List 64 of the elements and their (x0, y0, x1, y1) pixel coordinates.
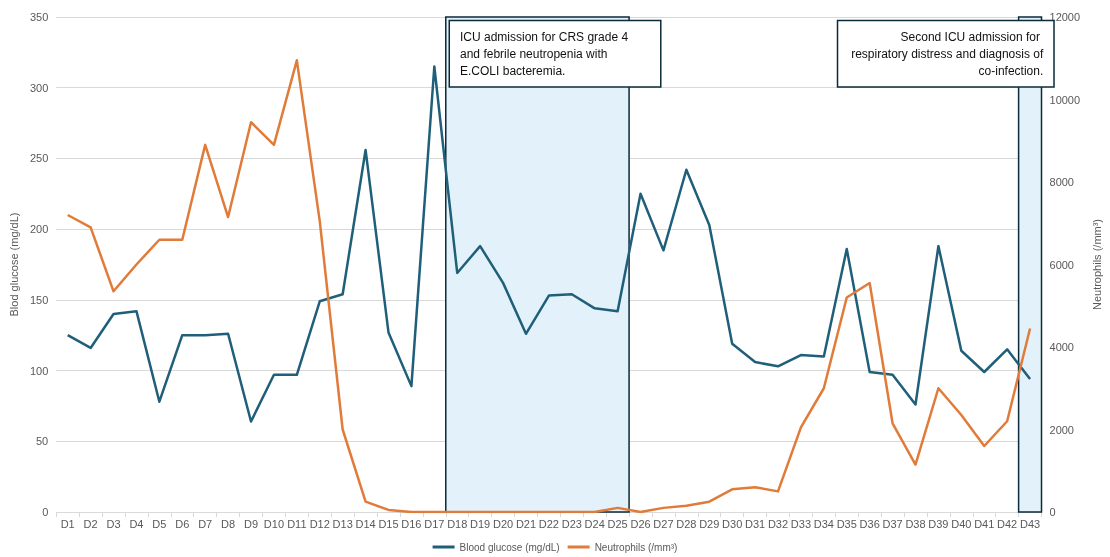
y2-axis-title: Neutrophils (/mm³) (1090, 218, 1103, 311)
x-tick-label: D19 (470, 517, 491, 530)
x-tick-label: D42 (997, 517, 1018, 530)
x-tick-label: D13 (332, 517, 353, 530)
y-tick-label: 200 (29, 223, 49, 236)
x-tick-label: D11 (287, 517, 307, 530)
x-tick-label: D33 (790, 517, 812, 530)
x-tick-label: D31 (745, 517, 766, 530)
x-tick-label: D37 (882, 517, 903, 530)
x-tick-label: D8 (221, 517, 236, 530)
y2-tick-label: 4000 (1049, 341, 1074, 353)
band-label: Second ICU admission for respiratory distress and diagnosis of co-infection. (851, 29, 1044, 78)
x-tick-label: D43 (1019, 517, 1041, 530)
x-tick-label: D34 (813, 517, 834, 530)
x-tick-label: D30 (722, 517, 743, 530)
x-tick-label: D16 (401, 517, 422, 530)
x-tick-label: D23 (561, 517, 582, 530)
x-tick-label: D27 (653, 517, 674, 530)
x-tick-label: D25 (607, 517, 628, 530)
x-tick-label: D29 (699, 517, 720, 530)
x-tick-label: D14 (355, 517, 376, 530)
x-tick-label: D41 (974, 517, 995, 530)
x-tick-label: D35 (836, 517, 857, 530)
y-tick-label: 50 (36, 435, 49, 448)
x-tick-label: D17 (424, 517, 445, 530)
y2-tick-label: 2000 (1049, 423, 1074, 436)
x-tick-label: D5 (152, 517, 167, 530)
y2-tick-label: 10000 (1049, 93, 1081, 106)
band-label: ICU admission for CRS grade 4 and febrile neutropenia with E.COLI bacteremia. (460, 29, 632, 78)
y-tick-label: 0 (42, 506, 49, 518)
y-tick-label: 150 (29, 293, 49, 306)
x-tick-label: D39 (928, 517, 949, 530)
x-tick-label: D28 (676, 517, 697, 530)
x-tick-label: D3 (106, 517, 121, 530)
y-axis-title: Blod glucose (mg/dL) (7, 212, 20, 317)
x-tick-label: D15 (378, 517, 399, 530)
x-tick-label: D20 (492, 517, 514, 530)
x-tick-label: D32 (767, 517, 789, 530)
x-tick-label: D12 (309, 517, 330, 530)
y2-tick-label: 8000 (1049, 176, 1074, 188)
x-tick-label: D4 (129, 517, 144, 530)
x-tick-label: D38 (905, 517, 926, 530)
y2-tick-label: 6000 (1049, 258, 1074, 271)
x-tick-label: D36 (859, 517, 880, 530)
x-tick-label: D18 (447, 517, 468, 530)
x-tick-label: D24 (584, 517, 605, 530)
y-tick-label: 300 (29, 81, 49, 94)
y-tick-label: 100 (29, 364, 49, 377)
legend-label: Blood glucose (mg/dL) (459, 541, 560, 553)
x-tick-label: D9 (243, 517, 259, 530)
y2-tick-label: 0 (1049, 506, 1056, 518)
x-tick-label: D21 (515, 517, 537, 530)
y2-tick-label: 12000 (1049, 11, 1081, 23)
y-tick-label: 250 (29, 152, 49, 165)
x-tick-label: D22 (538, 517, 559, 530)
x-tick-label: D1 (60, 517, 75, 530)
x-tick-label: D2 (83, 517, 98, 530)
x-tick-label: D7 (198, 517, 213, 530)
y-tick-label: 350 (29, 11, 49, 23)
x-tick-label: D26 (630, 517, 651, 530)
x-tick-label: D10 (263, 517, 285, 530)
x-tick-label: D6 (175, 517, 190, 530)
x-tick-label: D40 (951, 517, 972, 530)
legend-label: Neutrophils (/mm³) (594, 541, 678, 553)
